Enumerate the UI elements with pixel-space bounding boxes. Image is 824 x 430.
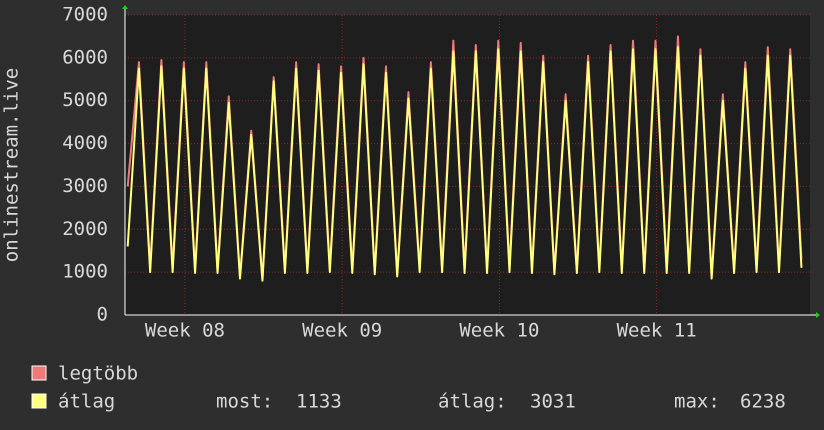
legend-swatch	[31, 365, 47, 381]
stat-value: 6238	[740, 391, 786, 413]
stat-value: 3031	[530, 391, 576, 413]
y-tick-label: 6000	[62, 46, 108, 68]
y-axis-label: onlinestream.live	[1, 68, 23, 262]
series-line	[126, 46, 803, 282]
stat-label: max:	[674, 391, 720, 413]
stat-label: most:	[216, 391, 273, 413]
y-tick-label: 3000	[62, 175, 108, 197]
y-tick-label: 7000	[62, 4, 108, 26]
x-tick-label: Week 10	[459, 320, 539, 342]
legend-label: legtöbb	[58, 363, 138, 385]
axis-arrow	[816, 312, 820, 318]
y-tick-label: 2000	[62, 218, 108, 240]
x-tick-label: Week 09	[302, 320, 382, 342]
x-tick-label: Week 11	[617, 320, 697, 342]
axis-arrow	[122, 5, 128, 9]
plot-area	[125, 15, 810, 315]
legend-label: átlag	[58, 391, 115, 413]
stat-label: átlag:	[438, 391, 507, 413]
x-tick-label: Week 08	[145, 320, 225, 342]
y-tick-label: 5000	[62, 89, 108, 111]
y-tick-label: 4000	[62, 132, 108, 154]
stat-value: 1133	[296, 391, 342, 413]
y-tick-label: 1000	[62, 261, 108, 283]
y-tick-label: 0	[97, 304, 108, 326]
legend-swatch	[31, 393, 47, 409]
